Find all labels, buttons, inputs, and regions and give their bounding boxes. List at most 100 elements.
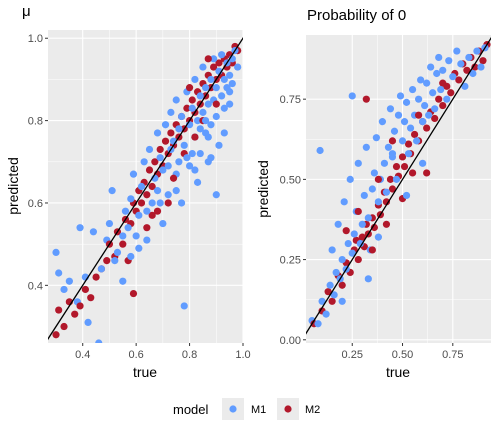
point-m1 — [55, 269, 63, 277]
point-m1 — [384, 143, 393, 151]
point-m1 — [143, 236, 151, 244]
point-m2 — [191, 133, 199, 141]
point-m2 — [423, 124, 431, 132]
point-m1 — [207, 75, 215, 84]
point-m2 — [52, 331, 60, 339]
point-m1 — [175, 125, 183, 133]
point-m1 — [477, 63, 485, 71]
point-m2 — [479, 57, 487, 65]
point-m1 — [348, 249, 356, 257]
point-m1 — [378, 118, 387, 126]
point-m1 — [461, 82, 469, 90]
point-m1 — [404, 150, 413, 158]
point-m1 — [212, 191, 220, 199]
y-axis-title-probability: predicted — [255, 160, 271, 218]
point-m2 — [439, 101, 447, 110]
point-m1 — [52, 248, 60, 256]
point-m2 — [404, 140, 413, 148]
point-m2 — [92, 273, 100, 281]
legend-marker-m1 — [229, 405, 237, 413]
point-m1 — [443, 95, 451, 103]
panel-probability-of-0: Probability of 0 0.25 0.50 0.75 0.000.250.… — [255, 7, 491, 380]
point-m1 — [95, 339, 103, 343]
point-m1 — [220, 104, 228, 112]
x-tick-labels-mu: 0.4 0.6 0.8 1.0 — [75, 343, 251, 361]
point-m2 — [156, 145, 164, 154]
point-m1 — [334, 220, 342, 228]
point-m2 — [392, 162, 401, 171]
point-m1 — [396, 92, 405, 100]
point-m2 — [188, 96, 196, 104]
point-m1 — [215, 141, 223, 149]
point-m1 — [372, 134, 380, 142]
point-m1 — [226, 100, 234, 108]
y-axis-title-mu: predicted — [5, 157, 21, 215]
point-m2 — [435, 95, 443, 103]
point-m1 — [368, 185, 376, 193]
point-m1 — [330, 291, 338, 299]
point-m2 — [143, 191, 151, 199]
x-tick-label: 0.50 — [392, 349, 413, 361]
point-m1 — [433, 69, 441, 78]
point-m2 — [410, 130, 419, 139]
point-m1 — [60, 285, 68, 294]
point-m1 — [338, 297, 346, 305]
point-m1 — [386, 105, 395, 113]
y-tick-label: 0.4 — [28, 280, 43, 292]
point-m1 — [431, 105, 439, 113]
point-m1 — [328, 246, 336, 254]
point-m1 — [212, 112, 220, 121]
point-m1 — [180, 302, 188, 310]
point-m2 — [354, 207, 362, 216]
y-tick-label: 0.75 — [280, 94, 301, 106]
point-m1 — [167, 108, 175, 116]
legend-marker-m2 — [284, 405, 292, 413]
point-m1 — [228, 79, 236, 88]
point-m2 — [71, 310, 79, 318]
point-m2 — [386, 175, 395, 183]
point-m1 — [199, 108, 207, 116]
point-m1 — [159, 219, 167, 228]
point-m1 — [202, 84, 210, 92]
point-m1 — [220, 129, 228, 137]
point-m1 — [156, 199, 164, 207]
x-tick-label: 0.6 — [129, 349, 144, 361]
point-m1 — [210, 55, 218, 63]
point-m1 — [180, 141, 188, 149]
point-m1 — [350, 230, 358, 238]
point-m2 — [382, 220, 391, 228]
point-m2 — [60, 322, 68, 331]
point-m1 — [370, 169, 378, 177]
point-m1 — [354, 159, 362, 167]
point-m1 — [412, 137, 421, 145]
point-m1 — [344, 239, 352, 248]
point-m1 — [316, 146, 324, 155]
point-m2 — [119, 240, 127, 248]
point-m2 — [129, 289, 138, 298]
point-m2 — [447, 89, 455, 97]
point-m2 — [388, 185, 397, 193]
point-m1 — [105, 219, 114, 228]
y-tick-label: 0.6 — [28, 198, 43, 210]
point-m1 — [119, 277, 127, 285]
point-m2 — [400, 162, 409, 171]
point-m1 — [148, 199, 156, 207]
point-m2 — [408, 169, 417, 177]
y-tick-label: 0.8 — [28, 116, 43, 128]
point-m1 — [400, 118, 409, 126]
point-m1 — [218, 92, 226, 100]
point-m2 — [362, 95, 370, 103]
point-m2 — [415, 111, 423, 119]
point-m1 — [356, 239, 364, 248]
point-m1 — [348, 92, 356, 100]
point-m1 — [322, 310, 330, 318]
point-m1 — [172, 96, 180, 104]
point-m2 — [431, 114, 439, 123]
point-m1 — [338, 255, 346, 264]
point-m1 — [427, 63, 435, 71]
point-m1 — [380, 159, 389, 167]
point-m2 — [338, 281, 346, 289]
point-m1 — [423, 79, 431, 87]
point-m1 — [76, 224, 84, 232]
point-m1 — [382, 188, 391, 196]
